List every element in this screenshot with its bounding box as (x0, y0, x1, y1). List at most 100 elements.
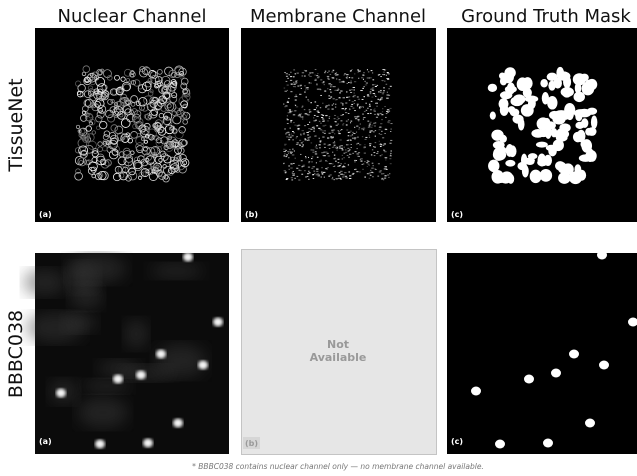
texture-mark (383, 90, 385, 91)
panel-label: (a) (39, 437, 52, 446)
texture-mark (292, 139, 294, 140)
texture-mark (370, 93, 372, 94)
texture-mark (284, 128, 286, 129)
texture-mark (346, 83, 348, 84)
texture-mark (334, 145, 336, 146)
texture-mark (500, 176, 510, 183)
texture-mark (321, 172, 322, 173)
texture-mark (368, 127, 370, 128)
texture-mark (383, 149, 384, 150)
texture-mark (355, 118, 357, 119)
texture-mark (289, 134, 290, 135)
texture-mark (357, 154, 359, 155)
texture-mark (330, 86, 331, 87)
texture-mark (389, 111, 391, 112)
texture-mark (320, 141, 322, 142)
texture-mark (354, 73, 355, 74)
texture-mark (285, 172, 287, 173)
texture-mark (338, 133, 340, 134)
texture-mark (507, 83, 515, 95)
texture-mark (352, 101, 354, 102)
texture-mark (361, 77, 363, 78)
texture-mark (332, 109, 334, 110)
texture-mark (369, 124, 371, 125)
texture-mark (367, 108, 369, 109)
texture-mark (324, 130, 326, 131)
texture-mark (327, 78, 329, 79)
texture-mark (316, 125, 318, 126)
texture-mark (350, 106, 352, 107)
texture-mark (383, 173, 385, 174)
texture-mark (304, 70, 305, 71)
texture-mark (378, 163, 380, 164)
texture-mark (288, 165, 290, 166)
texture-mark (377, 151, 378, 152)
texture-mark (374, 111, 376, 112)
texture-mark (500, 104, 509, 116)
texture-mark (327, 109, 329, 110)
texture-mark (332, 178, 334, 179)
texture-mark (320, 89, 322, 90)
texture-mark (579, 154, 592, 162)
texture-mark (322, 119, 324, 120)
texture-mark (287, 123, 289, 124)
texture-mark (303, 133, 305, 134)
texture-mark (324, 72, 326, 73)
texture-mark (295, 100, 297, 101)
texture-mark (521, 154, 527, 167)
texture-mark (296, 137, 297, 138)
texture-mark (357, 105, 358, 106)
texture-mark (351, 69, 353, 70)
texture-mark (346, 144, 348, 145)
texture-mark (347, 76, 348, 77)
texture-mark (305, 156, 306, 157)
texture-mark (373, 131, 375, 132)
texture-mark (306, 87, 307, 88)
texture-mark (336, 74, 338, 75)
texture-mark (286, 76, 288, 77)
texture-mark (308, 74, 310, 75)
texture-mark (289, 112, 291, 113)
texture-mark (387, 109, 389, 110)
texture-mark (322, 130, 324, 131)
texture-mark (82, 379, 131, 393)
texture-mark (316, 145, 317, 146)
texture-mark (389, 158, 391, 159)
texture-mark (295, 95, 296, 96)
texture-mark (356, 132, 357, 133)
texture-mark (327, 138, 329, 139)
texture-mark (367, 96, 369, 97)
texture-mark (334, 171, 336, 172)
texture-mark (359, 171, 360, 172)
texture-mark (340, 171, 342, 172)
texture-mark (304, 85, 306, 86)
texture-mark (382, 108, 383, 109)
texture-mark (290, 128, 291, 129)
texture-mark (363, 117, 365, 118)
texture-mark (337, 117, 339, 118)
texture-mark (372, 149, 373, 150)
texture-mark (371, 168, 373, 169)
texture-mark (499, 147, 507, 155)
texture-mark (293, 171, 294, 172)
texture-mark (383, 72, 385, 73)
texture-mark (323, 132, 324, 133)
texture-mark (379, 99, 381, 100)
texture-mark (344, 172, 346, 173)
texture-mark (334, 179, 335, 180)
texture-mark (381, 119, 383, 120)
texture-mark (293, 163, 295, 164)
texture-mark (313, 131, 315, 132)
texture-mark (298, 170, 300, 171)
texture-mark (329, 118, 330, 119)
texture-mark (284, 72, 285, 73)
texture-mark (329, 98, 331, 99)
texture-mark (369, 131, 371, 132)
texture-mark (375, 169, 377, 170)
texture-mark (342, 158, 343, 159)
texture-mark (362, 169, 364, 170)
texture-mark (330, 174, 332, 175)
texture-mark (301, 174, 303, 175)
texture-mark (314, 173, 315, 174)
texture-mark (374, 114, 376, 115)
